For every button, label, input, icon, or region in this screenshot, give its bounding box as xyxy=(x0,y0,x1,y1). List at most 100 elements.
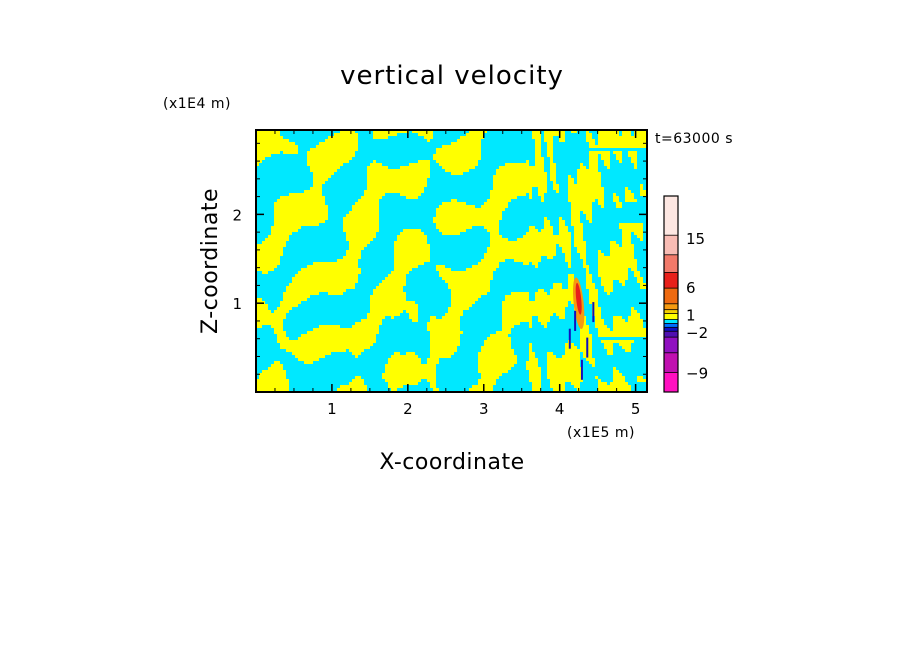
positive-velocity-region xyxy=(304,361,313,364)
positive-velocity-region xyxy=(391,271,409,274)
positive-velocity-region xyxy=(592,364,595,367)
positive-velocity-region xyxy=(490,241,571,244)
downdraft-streak xyxy=(580,359,583,380)
positive-velocity-region xyxy=(595,376,598,379)
positive-velocity-region xyxy=(637,235,643,238)
positive-velocity-region xyxy=(379,283,406,286)
positive-velocity-region xyxy=(589,289,598,292)
positive-velocity-region xyxy=(571,130,577,133)
positive-velocity-region xyxy=(442,202,466,205)
positive-velocity-region xyxy=(613,316,622,319)
positive-velocity-region xyxy=(589,157,598,160)
positive-velocity-region xyxy=(637,376,643,379)
positive-velocity-region xyxy=(541,322,547,325)
positive-velocity-region xyxy=(601,157,610,160)
positive-velocity-region xyxy=(559,316,565,319)
downdraft-streak xyxy=(568,328,571,349)
positive-velocity-region xyxy=(634,166,637,169)
positive-velocity-region xyxy=(439,229,466,232)
positive-velocity-region xyxy=(574,385,580,388)
positive-velocity-region xyxy=(373,133,397,136)
positive-velocity-region xyxy=(487,250,556,253)
positive-velocity-region xyxy=(451,172,463,175)
positive-velocity-region xyxy=(319,142,358,145)
positive-velocity-region xyxy=(274,205,328,208)
positive-velocity-region xyxy=(622,241,631,244)
positive-velocity-region xyxy=(361,196,382,199)
positive-velocity-region xyxy=(478,379,496,382)
positive-velocity-region xyxy=(604,286,613,289)
positive-velocity-region xyxy=(577,175,601,178)
positive-velocity-region xyxy=(484,226,499,229)
positive-velocity-region xyxy=(481,259,505,262)
positive-velocity-region xyxy=(622,133,631,136)
positive-velocity-region xyxy=(448,283,490,286)
positive-velocity-region xyxy=(640,193,646,196)
positive-velocity-region xyxy=(547,364,580,367)
positive-velocity-region xyxy=(349,244,367,247)
positive-velocity-region xyxy=(559,223,565,226)
positive-velocity-region xyxy=(493,181,547,184)
positive-velocity-region xyxy=(316,145,358,148)
positive-velocity-region xyxy=(505,295,529,298)
positive-velocity-region xyxy=(550,172,556,175)
positive-velocity-region xyxy=(391,388,397,391)
positive-velocity-region xyxy=(571,211,580,214)
positive-velocity-region xyxy=(532,388,541,391)
positive-velocity-region xyxy=(259,373,286,376)
positive-velocity-region xyxy=(580,325,589,328)
positive-velocity-region xyxy=(433,217,502,220)
positive-velocity-region xyxy=(547,355,556,358)
positive-velocity-region xyxy=(394,268,412,271)
positive-velocity-region xyxy=(526,361,538,364)
positive-velocity-region xyxy=(283,151,298,154)
positive-velocity-region xyxy=(583,259,586,262)
positive-velocity-region xyxy=(571,214,580,217)
positive-velocity-region xyxy=(580,163,583,166)
positive-velocity-region xyxy=(256,244,286,247)
positive-velocity-region xyxy=(436,214,502,217)
positive-velocity-region xyxy=(388,361,421,364)
positive-velocity-region xyxy=(610,253,634,256)
positive-velocity-region xyxy=(367,313,400,316)
positive-velocity-region xyxy=(385,277,406,280)
positive-velocity-region xyxy=(598,385,631,388)
positive-velocity-region xyxy=(571,220,580,223)
positive-velocity-region xyxy=(529,373,541,376)
positive-velocity-region xyxy=(577,250,586,253)
positive-velocity-region xyxy=(409,313,418,316)
positive-velocity-region xyxy=(256,133,280,136)
positive-velocity-region xyxy=(298,271,361,274)
positive-velocity-region xyxy=(307,160,349,163)
positive-velocity-region xyxy=(496,172,547,175)
downdraft-streak xyxy=(574,310,577,331)
positive-velocity-region xyxy=(307,154,355,157)
positive-velocity-region xyxy=(610,382,628,385)
positive-velocity-region xyxy=(451,199,457,202)
positive-velocity-region xyxy=(625,193,634,196)
colorbar-level xyxy=(664,352,678,373)
positive-velocity-region xyxy=(586,136,592,139)
positive-velocity-region xyxy=(337,388,367,391)
positive-velocity-region xyxy=(634,274,640,277)
positive-velocity-region xyxy=(568,184,601,187)
positive-velocity-region xyxy=(580,343,592,346)
positive-velocity-region xyxy=(277,199,325,202)
positive-velocity-region xyxy=(442,277,493,280)
positive-velocity-region xyxy=(412,319,418,322)
positive-velocity-region xyxy=(352,325,379,328)
positive-velocity-region xyxy=(256,130,280,133)
positive-velocity-region xyxy=(592,310,601,313)
colorbar-level xyxy=(664,196,678,236)
positive-velocity-region xyxy=(256,145,298,148)
positive-velocity-region xyxy=(547,358,580,361)
positive-velocity-region xyxy=(358,199,379,202)
positive-velocity-region xyxy=(610,241,616,244)
positive-velocity-region xyxy=(586,283,595,286)
positive-velocity-region xyxy=(256,298,262,301)
positive-velocity-region xyxy=(430,346,457,349)
positive-velocity-region xyxy=(571,208,592,211)
downdraft-streak xyxy=(592,302,595,323)
positive-velocity-region xyxy=(628,154,637,157)
positive-velocity-region xyxy=(385,379,421,382)
